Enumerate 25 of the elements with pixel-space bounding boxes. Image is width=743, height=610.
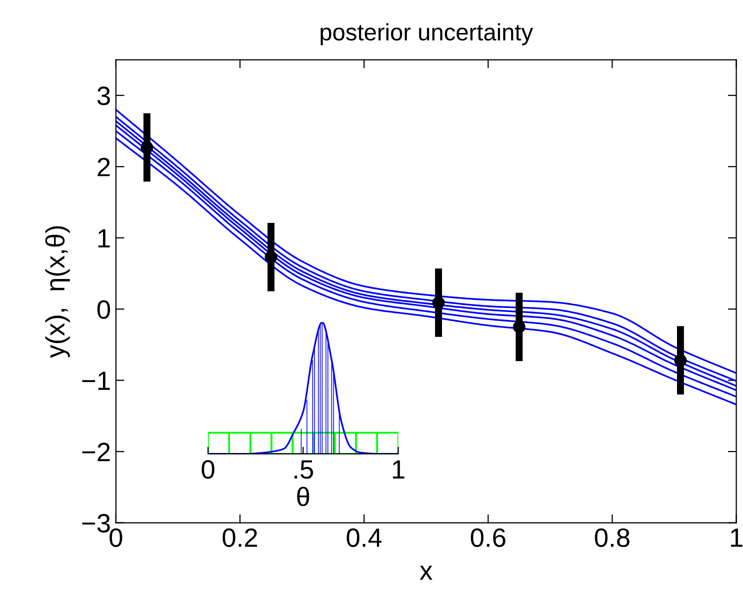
x-axis-title: θ xyxy=(297,486,310,506)
y-tick-label: 0 xyxy=(97,300,110,319)
x-tick-label: 0.8 xyxy=(594,528,630,548)
point xyxy=(140,141,154,154)
x-tick-label: 1 xyxy=(392,460,404,479)
x-tick-label: 0.6 xyxy=(470,528,506,548)
point xyxy=(674,354,687,367)
point xyxy=(432,296,445,309)
y-tick-label: 1 xyxy=(98,229,110,248)
point xyxy=(264,250,278,264)
y-tick-label: 2 xyxy=(98,158,110,176)
y-tick-label: −3 xyxy=(82,514,110,533)
x-tick-label: 0 xyxy=(202,460,214,479)
y-tick-label: −1 xyxy=(82,372,110,390)
y-tick-label: 3 xyxy=(97,86,110,106)
point xyxy=(512,320,526,334)
x-axis-title: x xyxy=(420,566,432,580)
x-tick-label: 1 xyxy=(730,528,742,547)
chart-title: posterior uncertainty xyxy=(320,23,534,46)
x-tick-label: 0.2 xyxy=(222,528,258,548)
y-tick-label: −2 xyxy=(82,442,110,462)
x-tick-label: 0.4 xyxy=(346,528,382,548)
x-tick-label: .5 xyxy=(294,460,314,479)
y-axis-title: y(x), η(x,θ) xyxy=(45,226,70,358)
x-tick-label: 0 xyxy=(110,528,122,548)
